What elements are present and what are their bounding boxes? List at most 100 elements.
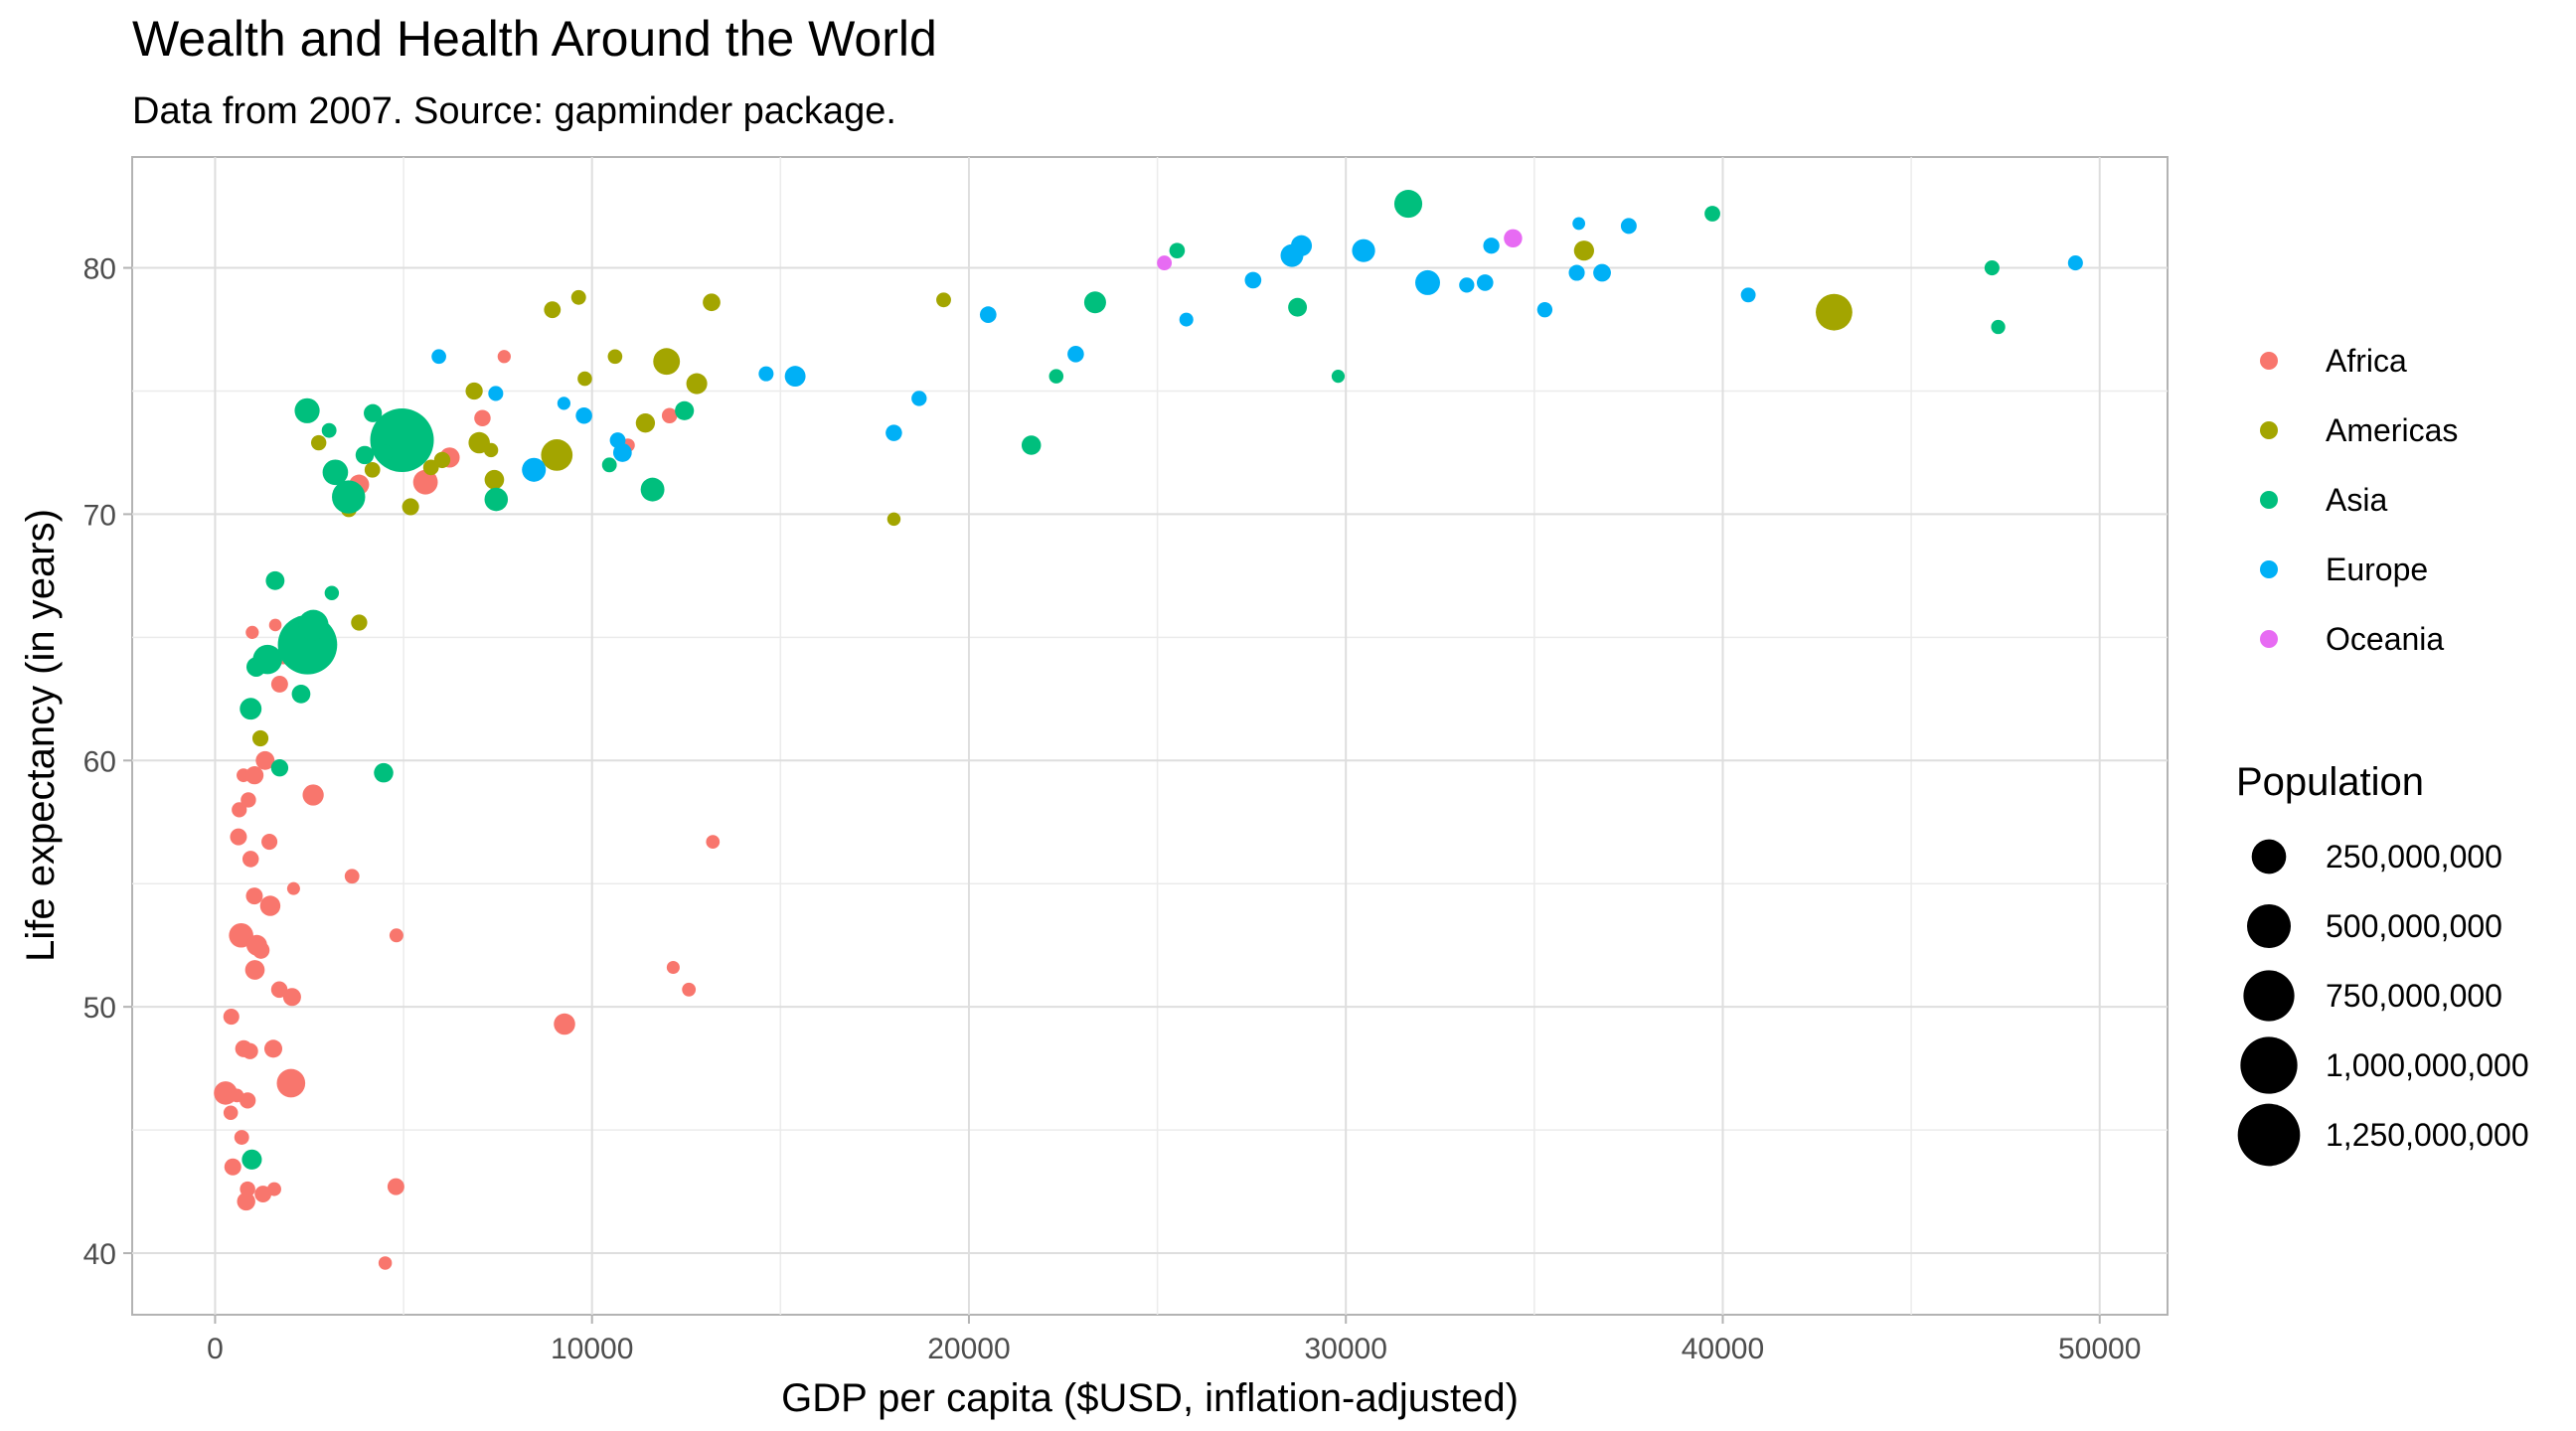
point-americas (544, 301, 562, 319)
point-asia (321, 422, 337, 438)
point-africa (276, 1068, 306, 1098)
data-points (214, 190, 2083, 1270)
point-europe (979, 306, 997, 323)
point-asia (270, 759, 289, 777)
point-africa (240, 1092, 256, 1109)
point-europe (1572, 217, 1586, 231)
point-africa (261, 834, 278, 851)
size-legend-key (2251, 839, 2287, 874)
point-americas (1573, 240, 1594, 261)
point-europe (784, 366, 806, 388)
x-tick-label: 50000 (2058, 1333, 2141, 1365)
y-axis-ticks: 40 50 60 70 80 (83, 253, 132, 1271)
point-africa (270, 981, 288, 999)
point-europe (1593, 263, 1611, 282)
point-europe (911, 391, 927, 406)
point-europe (1179, 312, 1194, 327)
point-africa (554, 1013, 575, 1035)
grid-minor (132, 157, 2168, 1315)
point-africa (268, 618, 282, 632)
y-axis-label: Life expectancy (in years) (19, 509, 63, 962)
legend-label-europe: Europe (2326, 552, 2428, 587)
point-europe (1067, 346, 1084, 363)
point-asia (484, 487, 509, 512)
point-asia (1984, 260, 2000, 276)
point-africa (242, 851, 259, 868)
size-legend-key (2243, 970, 2295, 1022)
point-asia (245, 657, 266, 677)
grid-major (132, 157, 2168, 1315)
point-africa (240, 1181, 255, 1197)
point-asia (675, 400, 695, 420)
point-americas (422, 459, 439, 476)
point-europe (1290, 235, 1313, 256)
point-americas (465, 382, 483, 400)
legend-key-asia (2260, 491, 2278, 509)
point-asia (322, 459, 349, 486)
point-europe (1620, 218, 1637, 235)
point-europe (1476, 274, 1494, 291)
point-asia (332, 480, 366, 514)
point-americas (886, 512, 901, 527)
y-tick-label: 50 (83, 992, 116, 1025)
point-asia (355, 445, 375, 465)
point-americas (402, 498, 419, 516)
point-americas (1816, 293, 1852, 331)
point-europe (522, 457, 547, 482)
point-africa (389, 928, 403, 943)
point-asia (374, 762, 394, 783)
point-asia (1083, 291, 1106, 314)
point-africa (666, 960, 680, 975)
point-africa (244, 766, 264, 785)
point-americas (364, 461, 381, 478)
point-africa (706, 835, 721, 849)
color-legend: Africa Americas Asia Europe Oceania (2260, 343, 2458, 657)
point-africa (234, 1130, 249, 1145)
y-tick-label: 40 (83, 1238, 116, 1271)
point-africa (412, 469, 438, 495)
point-europe (1740, 287, 1756, 303)
point-europe (758, 366, 774, 382)
chart-title: Wealth and Health Around the World (132, 11, 937, 67)
point-americas (433, 451, 451, 469)
point-asia (297, 609, 329, 641)
point-americas (351, 614, 368, 631)
point-asia (601, 457, 617, 473)
point-americas (577, 371, 592, 387)
point-africa (241, 792, 256, 808)
point-americas (635, 413, 656, 433)
point-europe (1483, 238, 1500, 254)
point-africa (282, 988, 301, 1007)
point-europe (2067, 255, 2083, 271)
point-africa (237, 1192, 255, 1211)
size-legend-key (2240, 1036, 2298, 1094)
point-europe (886, 424, 902, 441)
size-legend-label: 1,000,000,000 (2326, 1047, 2529, 1083)
point-africa (255, 750, 275, 770)
point-americas (484, 469, 505, 490)
point-europe (431, 349, 446, 365)
point-africa (223, 1009, 240, 1026)
point-africa (378, 1256, 393, 1270)
point-asia (640, 477, 665, 502)
point-africa (245, 625, 259, 639)
x-tick-label: 40000 (1682, 1333, 1764, 1365)
size-legend-key (2237, 1103, 2301, 1167)
point-africa (682, 982, 697, 997)
point-africa (232, 802, 247, 818)
point-americas (251, 729, 269, 747)
point-americas (703, 293, 721, 312)
point-africa (387, 1178, 404, 1195)
legend-key-americas (2260, 421, 2278, 439)
point-europe (488, 386, 504, 401)
point-asia (1393, 190, 1423, 219)
x-tick-label: 10000 (551, 1333, 633, 1365)
size-legend-label: 750,000,000 (2326, 978, 2502, 1014)
x-axis-ticks: 0 10000 20000 30000 40000 50000 (207, 1315, 2141, 1365)
point-africa (244, 960, 265, 980)
point-asia (240, 698, 262, 720)
point-europe (1352, 238, 1375, 262)
point-asia (1331, 370, 1346, 384)
point-africa (230, 828, 247, 846)
point-asia (1991, 319, 2006, 335)
